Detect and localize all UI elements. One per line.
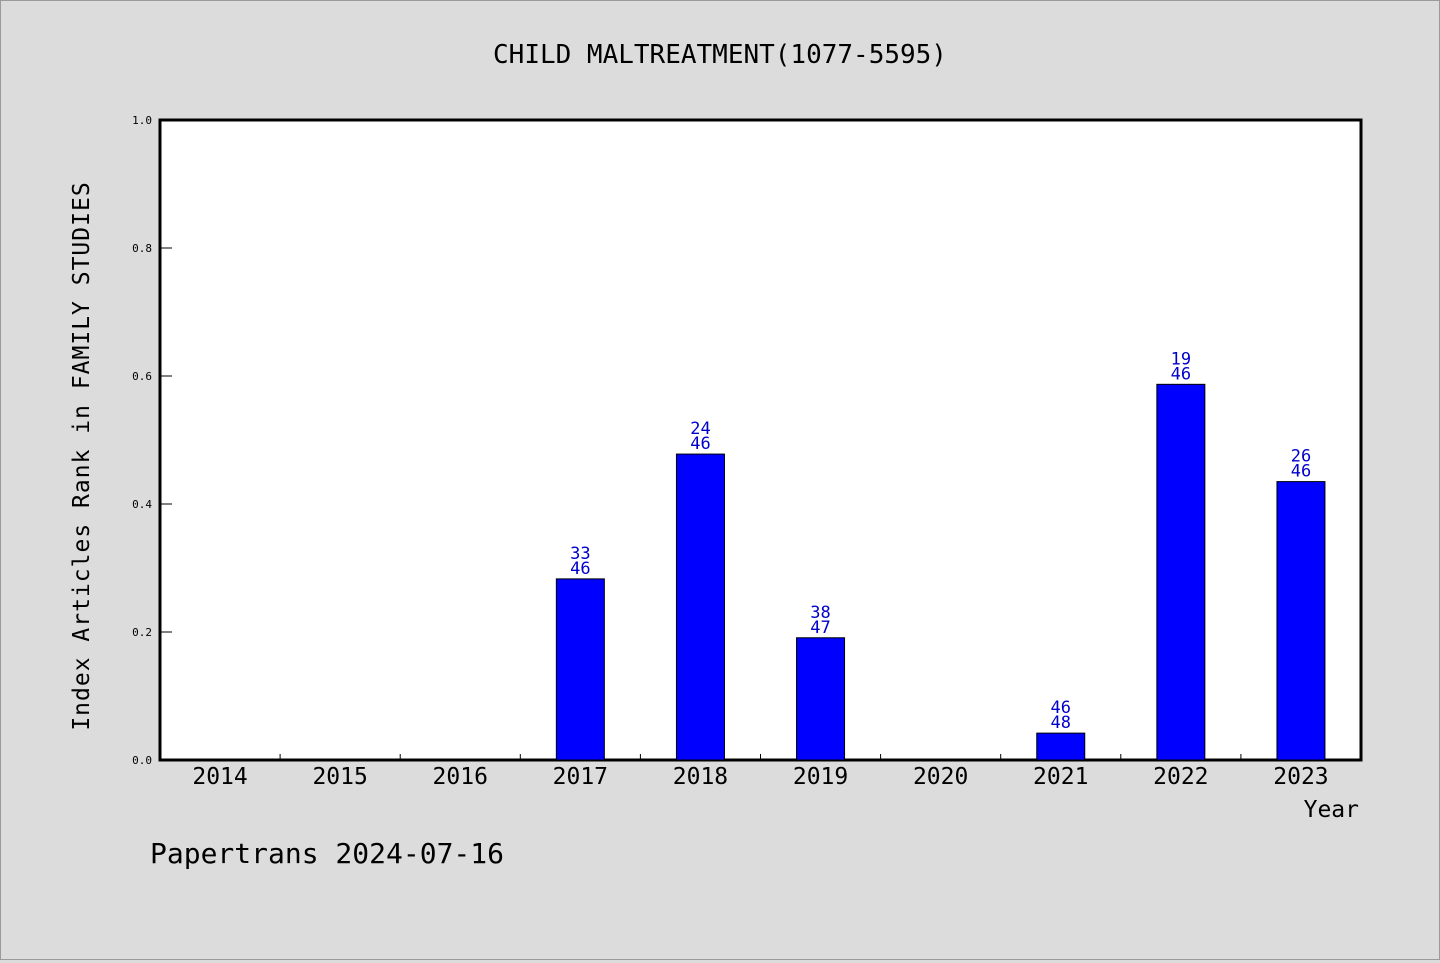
y-tick-label: 1.0 (132, 114, 152, 127)
bar-2023 (1276, 481, 1326, 761)
x-tick-label: 2017 (553, 764, 608, 790)
bar-label-total: 48 (1051, 713, 1071, 733)
bar-2017 (555, 578, 605, 761)
bar-2019 (796, 637, 846, 761)
bar-2021 (1036, 732, 1086, 761)
bar-label-rank: 38 (810, 603, 830, 623)
bar-label-total: 47 (810, 618, 830, 638)
x-tick-label: 2016 (433, 764, 488, 790)
bar-label-total: 46 (1291, 462, 1311, 482)
y-tick-label: 0.0 (132, 754, 152, 767)
bar-2022 (1156, 383, 1206, 761)
x-tick-label: 2018 (673, 764, 728, 790)
x-tick-label: 2021 (1033, 764, 1088, 790)
y-tick-label: 0.6 (132, 370, 152, 383)
bar-label-total: 46 (570, 559, 590, 579)
x-tick-label: 2015 (312, 764, 367, 790)
bar-label-rank: 19 (1171, 349, 1191, 369)
x-tick-label: 2019 (793, 764, 848, 790)
y-axis-label: Index Articles Rank in FAMILY STUDIES (69, 181, 95, 730)
bar-label-total: 46 (1171, 364, 1191, 384)
x-tick-label: 2023 (1273, 764, 1328, 790)
bar-label-rank: 26 (1291, 447, 1311, 467)
x-tick-label: 2022 (1153, 764, 1208, 790)
bar-label-rank: 24 (690, 419, 710, 439)
bar-label-rank: 33 (570, 544, 590, 564)
chart-title: CHILD MALTREATMENT(1077-5595) (493, 40, 947, 70)
bar-label-rank: 46 (1051, 698, 1071, 718)
y-tick-label: 0.2 (132, 626, 152, 639)
footer-credit: Papertrans 2024-07-16 (150, 837, 504, 870)
x-tick-label: 2020 (913, 764, 968, 790)
y-tick-label: 0.4 (132, 498, 152, 511)
plot-area: 0.0 0.2 0.4 0.6 0.8 1.0 2014 2015 2016 2017 2018 20… (132, 114, 1363, 790)
bar-2018 (675, 453, 725, 761)
bar-label-total: 46 (690, 434, 710, 454)
x-axis-label: Year (1304, 797, 1359, 823)
y-tick-label: 0.8 (132, 242, 152, 255)
x-tick-label: 2014 (192, 764, 247, 790)
